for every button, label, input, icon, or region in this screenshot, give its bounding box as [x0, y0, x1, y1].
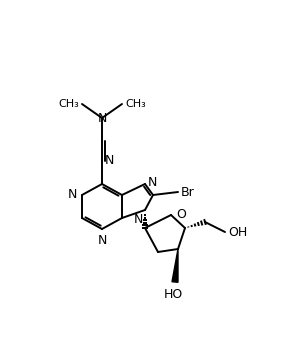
Text: Br: Br — [181, 185, 195, 199]
Text: N: N — [134, 213, 143, 226]
Text: O: O — [176, 208, 186, 220]
Text: CH₃: CH₃ — [58, 99, 79, 109]
Text: CH₃: CH₃ — [125, 99, 146, 109]
Text: OH: OH — [228, 226, 247, 238]
Text: N: N — [105, 155, 114, 167]
Text: N: N — [97, 111, 107, 125]
Polygon shape — [172, 249, 178, 282]
Text: N: N — [97, 234, 107, 247]
Text: N: N — [148, 176, 157, 190]
Text: N: N — [68, 189, 77, 201]
Text: HO: HO — [163, 288, 183, 301]
